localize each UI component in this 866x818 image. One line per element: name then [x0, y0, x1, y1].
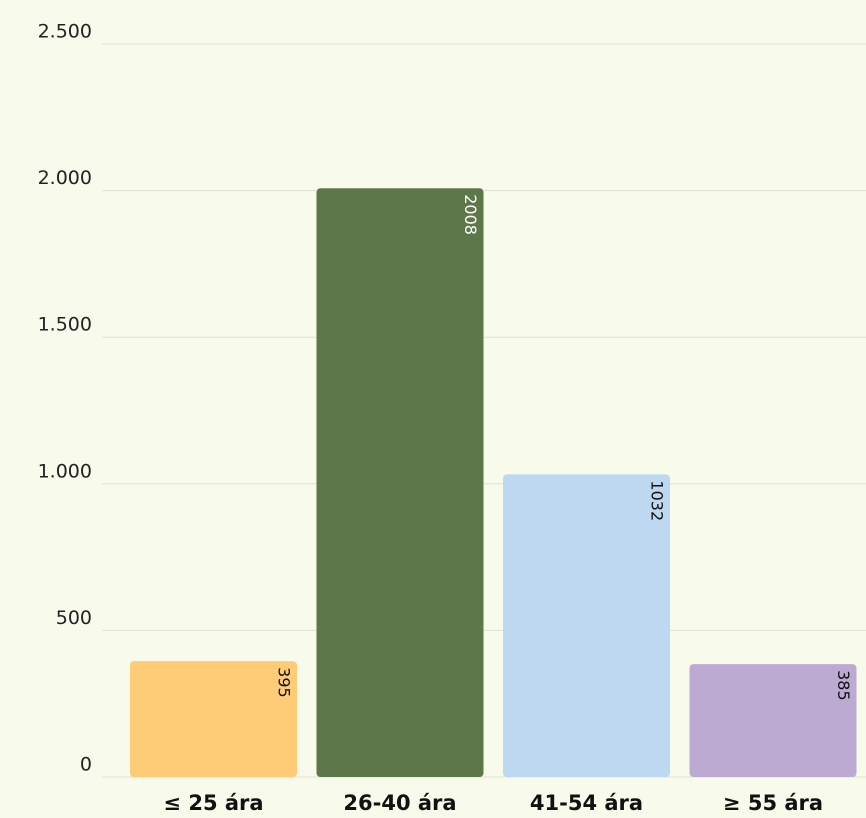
value-label: 1032 [648, 480, 667, 521]
value-label: 385 [834, 670, 853, 701]
value-label: 2008 [461, 194, 480, 235]
y-tick-label: 2.000 [38, 167, 92, 189]
x-tick-label: ≥ 55 ára [723, 791, 823, 815]
bar [689, 664, 857, 777]
x-tick-label: ≤ 25 ára [163, 791, 263, 815]
bar [130, 661, 297, 777]
y-tick-label: 500 [56, 607, 92, 629]
bar [316, 188, 484, 777]
x-tick-label: 41-54 ára [530, 791, 643, 815]
x-tick-label: 26-40 ára [343, 791, 456, 815]
value-label: 395 [275, 667, 294, 698]
y-tick-label: 1.000 [38, 460, 92, 482]
y-tick-label: 1.500 [38, 314, 92, 336]
bar [503, 474, 670, 777]
y-tick-label: 2.500 [38, 21, 92, 43]
y-tick-label: 0 [80, 754, 92, 776]
